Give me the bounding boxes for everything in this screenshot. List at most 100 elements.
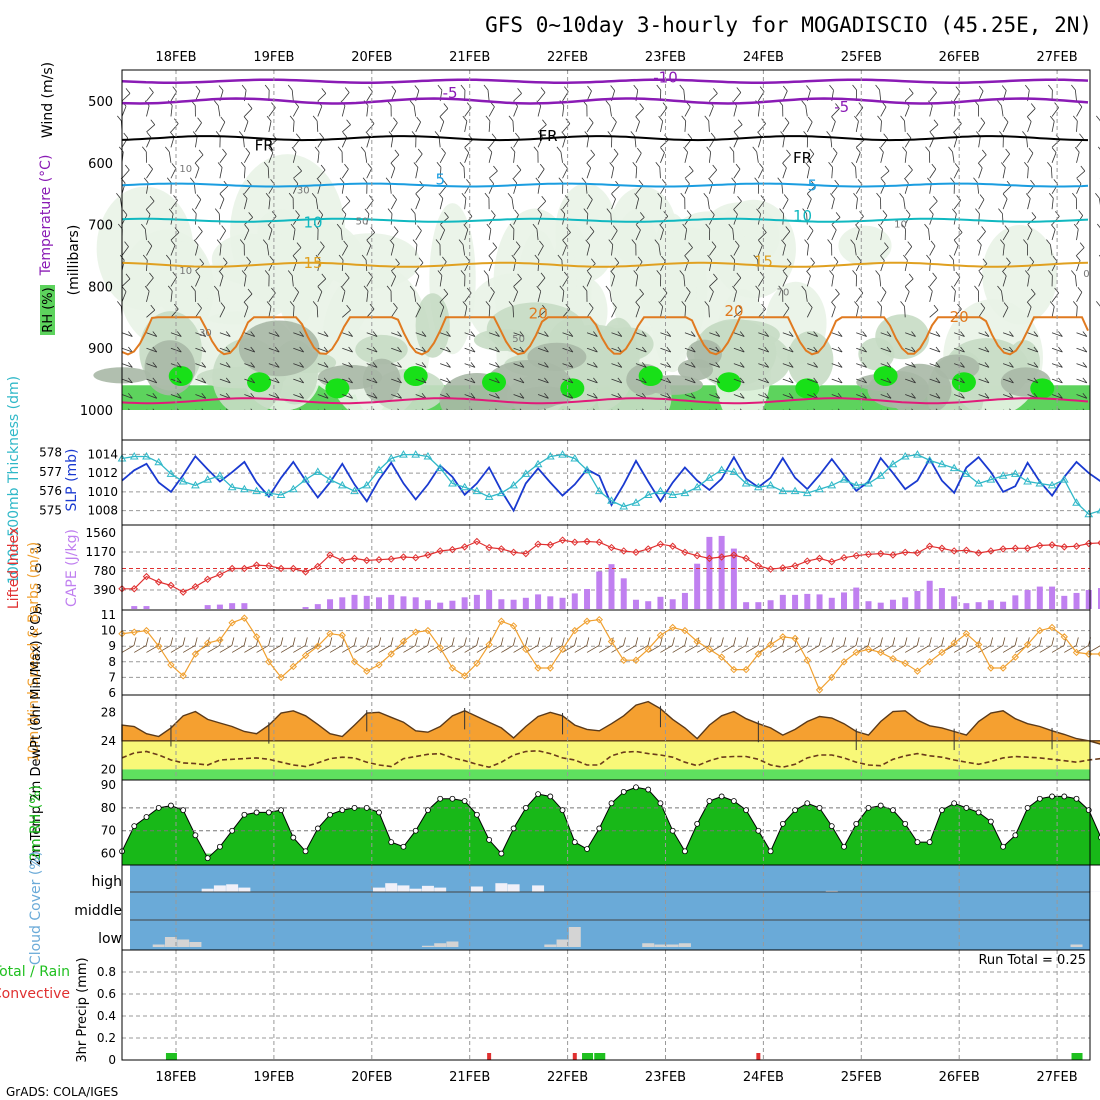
wind-barb	[690, 331, 696, 337]
wind-barb	[516, 164, 522, 171]
wind-barb-10m	[868, 645, 881, 653]
wind-barb	[588, 117, 594, 124]
rh2m-marker	[816, 804, 823, 811]
wind-barb	[128, 331, 133, 337]
li-marker	[473, 537, 481, 546]
wind-barb	[1076, 178, 1082, 184]
wind-barb	[487, 90, 490, 102]
wind-barb	[219, 121, 226, 133]
rh-legend-swatch	[40, 285, 55, 335]
rh2m-marker	[694, 820, 701, 827]
wind-barb	[534, 254, 540, 261]
wind-barb	[293, 347, 304, 353]
wind-barb-10m	[684, 637, 688, 646]
wind-barb	[666, 362, 672, 368]
wind-barb	[1051, 139, 1061, 148]
wind-barb	[417, 148, 423, 155]
wind-barb	[586, 378, 598, 384]
precip-tick-label: 0.8	[97, 965, 116, 979]
wind-barb	[390, 244, 395, 256]
wind-barb-10m	[476, 645, 490, 653]
wind-barb	[201, 377, 207, 384]
wind-barb	[344, 272, 350, 279]
li-marker	[950, 547, 958, 555]
li-marker	[424, 551, 432, 559]
wind-barb	[513, 286, 518, 292]
cape-bar	[498, 599, 505, 609]
cloud-high-bar	[213, 885, 226, 892]
thickness-marker	[753, 482, 763, 491]
wind-barb	[341, 259, 344, 271]
li-marker	[632, 548, 640, 557]
wind-barb	[293, 178, 299, 184]
wind-barb	[117, 301, 122, 307]
wind-barb	[1076, 152, 1080, 163]
wind-barb	[911, 393, 916, 399]
thickness-marker	[496, 488, 506, 497]
wind-barb-10m	[537, 645, 551, 653]
wind-barb	[366, 168, 373, 179]
wind-barb	[704, 115, 710, 122]
wind-barb	[393, 117, 398, 124]
wind-barb	[225, 362, 231, 368]
wind-barb	[1076, 120, 1078, 132]
wind-barb	[150, 304, 156, 311]
li-marker	[595, 538, 603, 546]
wind-barb	[690, 362, 696, 368]
wind-barb	[339, 177, 345, 184]
wind-barb	[806, 307, 813, 318]
wind-barb	[318, 209, 324, 216]
wind-barb-10m	[561, 637, 565, 646]
wind-barb	[831, 152, 838, 163]
wind-barb	[855, 306, 859, 318]
wind-barb	[587, 85, 592, 92]
wind-barb	[879, 275, 882, 287]
wind-barb	[984, 331, 990, 337]
wind-barb	[706, 146, 711, 153]
li-marker	[203, 575, 212, 584]
wind-barb-10m	[904, 637, 908, 646]
wind-barb	[660, 332, 671, 337]
wind-speed-marker	[167, 661, 175, 669]
wind-barb	[513, 106, 519, 117]
wind-barb	[244, 152, 251, 163]
wind-barb	[831, 198, 835, 210]
wind-barb	[170, 105, 173, 117]
wind-barb	[219, 185, 229, 194]
wind-barb	[195, 244, 199, 256]
wind-barb	[637, 147, 642, 154]
pressure-tick-label: 900	[88, 342, 113, 357]
wind-barb	[957, 227, 963, 233]
date-label-bottom: 21FEB	[449, 1070, 490, 1085]
wind-barb	[537, 378, 549, 384]
wind-barb	[960, 362, 965, 368]
wind-barb	[586, 347, 598, 353]
wind-barb	[488, 255, 494, 261]
wind-barb	[537, 168, 545, 179]
thickness-marker	[1023, 477, 1032, 485]
wind-barb	[953, 290, 956, 302]
wind-barb	[341, 92, 350, 102]
thickness-marker	[252, 486, 261, 495]
wind-barb	[984, 393, 990, 399]
wind-barb	[1002, 363, 1014, 368]
wind-barb	[342, 309, 351, 318]
wind-barb	[834, 179, 840, 186]
cloud-high-bar	[385, 883, 398, 892]
rh2m-marker	[400, 843, 407, 850]
rh2m-marker	[425, 807, 431, 814]
wind-barb	[635, 293, 644, 303]
wind-barb	[542, 304, 547, 311]
wind-barb	[1050, 244, 1053, 256]
wind-barb	[1002, 198, 1008, 210]
date-label-bottom: 18FEB	[155, 1070, 196, 1085]
wind-barb	[641, 346, 647, 353]
date-label-bottom: 23FEB	[645, 1070, 686, 1085]
wind-barb	[128, 393, 133, 399]
wind-barb	[168, 208, 174, 215]
wind-barb	[558, 177, 564, 183]
wind-barb	[1000, 239, 1005, 245]
wind-barb	[978, 244, 982, 256]
cape-bar	[730, 548, 737, 609]
wind-barb	[343, 240, 348, 247]
